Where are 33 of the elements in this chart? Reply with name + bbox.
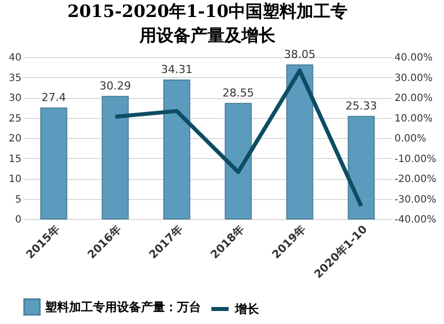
bar — [348, 116, 375, 220]
bar — [102, 96, 129, 220]
y2-tick-label: 10.00% — [394, 113, 433, 124]
data-label: 30.29 — [100, 79, 131, 92]
bar — [224, 102, 252, 220]
y-tick-label: 35 — [8, 72, 22, 84]
y2-tick-label: -30.00% — [394, 194, 436, 206]
legend-label: 增长 — [234, 302, 260, 316]
y2-tick-label: 20.00% — [394, 93, 433, 104]
y-tick-label: 10 — [8, 174, 22, 185]
y-tick-label: 20 — [8, 134, 22, 144]
data-label: 34.31 — [161, 63, 192, 76]
y-tick-label: 30 — [8, 93, 22, 104]
y-tick-label: 5 — [15, 194, 22, 206]
bar — [163, 80, 190, 220]
bar — [40, 108, 68, 220]
chart-title: 2015-2020年1-10中国塑料加工专用设备产量及增长 — [67, 0, 348, 46]
y-tick-label: 15 — [8, 154, 22, 165]
y-tick-label: 40 — [8, 52, 22, 64]
y-tick-label: 0 — [15, 214, 22, 226]
y-tick-label: 25 — [8, 113, 22, 124]
y2-tick-label: -20.00% — [394, 174, 436, 185]
data-label: 25.33 — [346, 99, 377, 112]
data-label: 27.4 — [42, 91, 66, 104]
y2-tick-label: -40.00% — [394, 214, 436, 226]
data-label: 38.05 — [284, 48, 316, 61]
y2-tick-label: 40.00% — [394, 52, 433, 64]
bar — [286, 64, 314, 220]
y2-tick-label: 0.00% — [394, 134, 426, 144]
data-label: 28.55 — [222, 86, 254, 100]
y2-tick-label: -10.00% — [394, 154, 436, 165]
y2-tick-label: 30.00% — [394, 72, 433, 84]
legend-label: 塑料加工专用设备产量：万台 — [44, 300, 201, 314]
